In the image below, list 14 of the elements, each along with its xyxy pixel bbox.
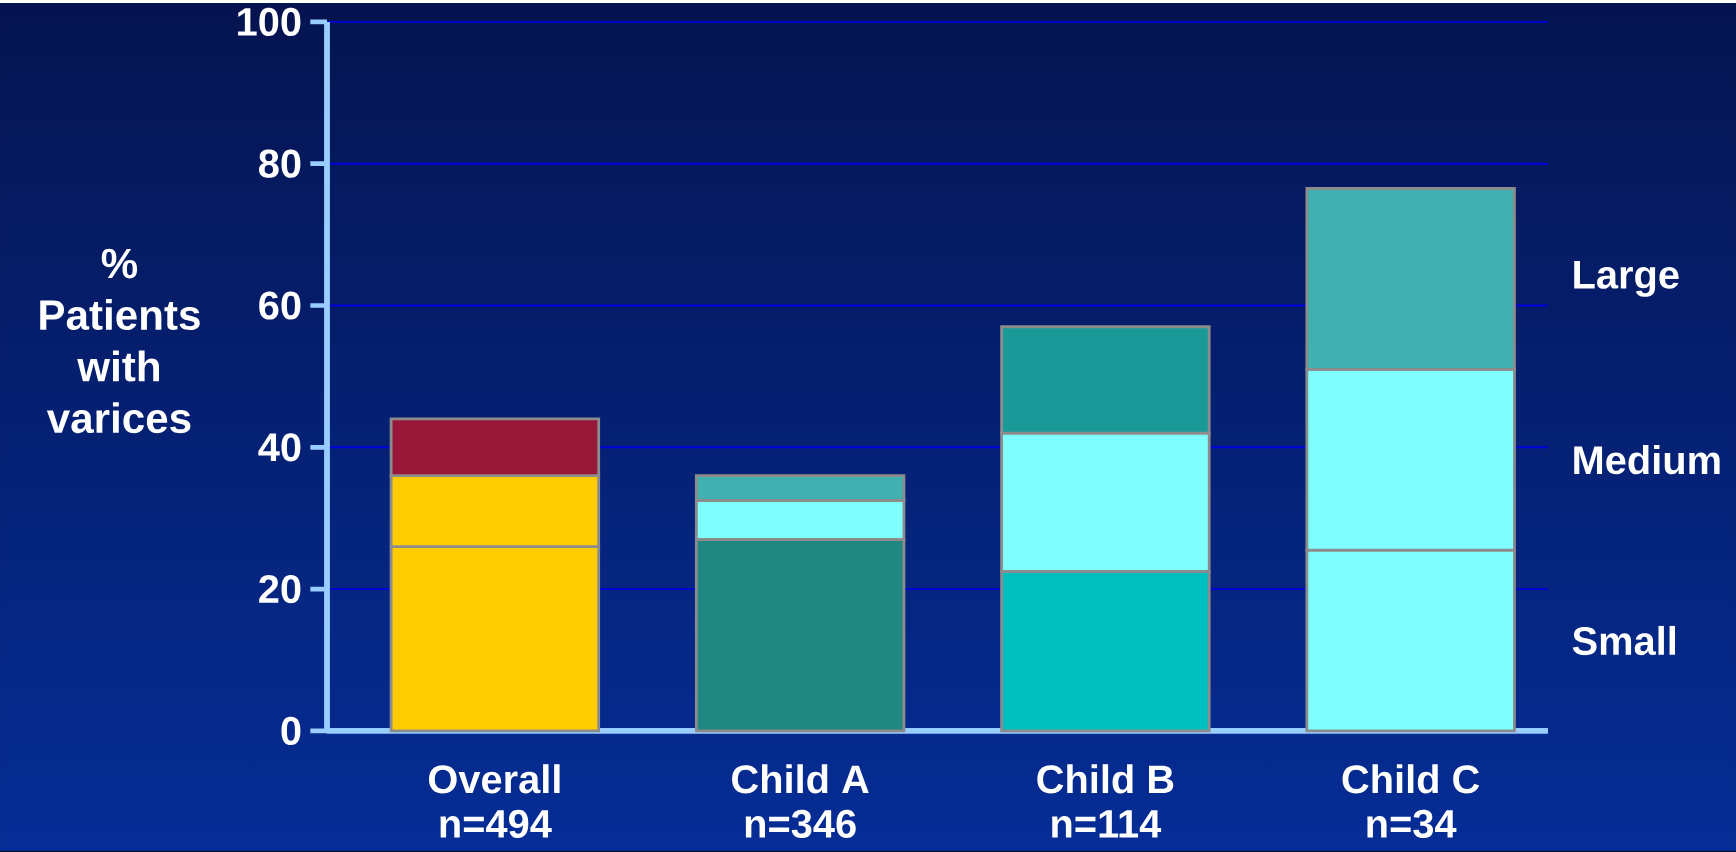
y-tick-label: 40 (258, 433, 301, 462)
y-tick-label: 80 (259, 149, 301, 178)
x-tick-label: Child B n=114 (1037, 764, 1174, 838)
series-label: Medium (1574, 445, 1720, 475)
x-tick-label: Overall n=494 (428, 764, 560, 839)
y-tick-label: 60 (259, 291, 301, 320)
y-tick-label: 100 (238, 7, 301, 37)
series-label: Small (1572, 625, 1675, 656)
y-axis-title: % Patients with varices (40, 248, 200, 434)
x-tick-label: Child A n=346 (732, 764, 869, 839)
y-tick-label: 0 (281, 716, 301, 746)
series-label: Large (1574, 261, 1679, 297)
y-tick-label: 20 (259, 575, 301, 604)
x-tick-label: Child C n=34 (1342, 764, 1480, 839)
